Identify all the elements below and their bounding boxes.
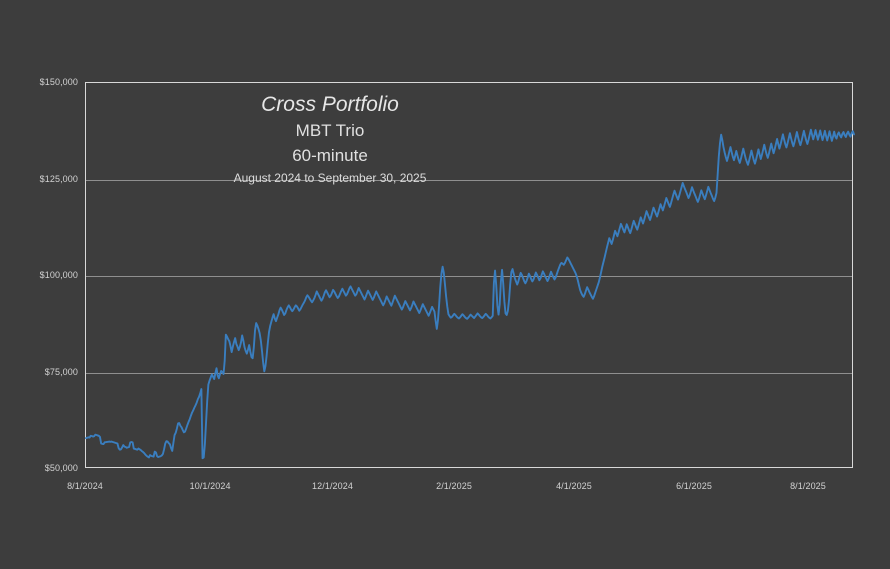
y-tick-label: $150,000 bbox=[39, 77, 78, 87]
gridline-100000 bbox=[86, 276, 852, 277]
x-tick-label: 8/1/2025 bbox=[790, 481, 826, 491]
y-tick-label: $125,000 bbox=[39, 173, 78, 184]
gridline-125000 bbox=[86, 180, 852, 181]
y-tick-label: $50,000 bbox=[44, 463, 78, 473]
series-line-cross-portfolio-equity bbox=[85, 128, 855, 460]
plot-area bbox=[85, 82, 855, 468]
x-tick-label: 6/1/2025 bbox=[676, 481, 712, 491]
series-line-chart bbox=[85, 128, 855, 460]
y-tick-label: $100,000 bbox=[39, 270, 78, 280]
x-tick-label: 4/1/2025 bbox=[556, 481, 592, 491]
x-tick-label: 12/1/2024 bbox=[312, 481, 353, 491]
x-tick-label: 10/1/2024 bbox=[189, 481, 231, 491]
y-tick-label: $75,000 bbox=[44, 366, 78, 377]
gridline-75000 bbox=[86, 373, 852, 374]
x-tick-label: 8/1/2024 bbox=[67, 481, 103, 491]
x-tick-label: 2/1/2025 bbox=[436, 481, 472, 491]
